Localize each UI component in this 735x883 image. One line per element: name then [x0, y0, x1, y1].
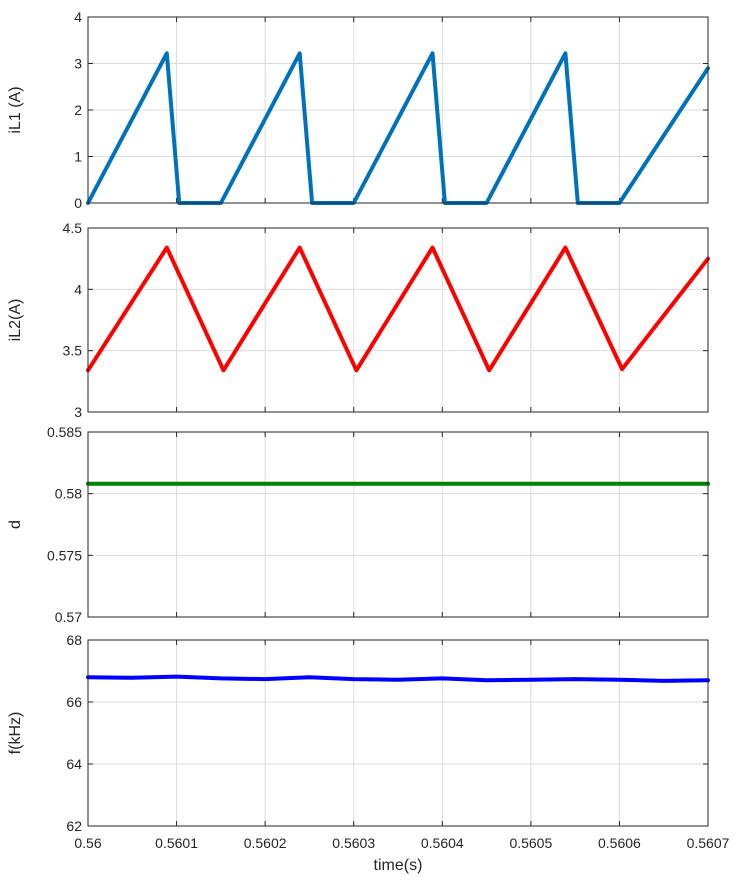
data-point — [175, 675, 179, 679]
y-tick-label: 0.575 — [47, 547, 82, 563]
data-point — [165, 246, 169, 250]
x-tick-label: 0.5605 — [509, 835, 552, 851]
data-point — [352, 482, 356, 486]
panel-2: 3 3.5 4 4.5 iL2(A) — [7, 220, 710, 420]
y-axis-label: d — [7, 520, 24, 529]
y-tick-label: 4 — [74, 9, 82, 25]
data-point — [662, 679, 666, 683]
data-point — [620, 367, 624, 371]
data-point — [617, 482, 621, 486]
data-point — [529, 482, 533, 486]
panel-3: 0.57 0.575 0.58 0.585 d — [7, 424, 710, 625]
data-point — [487, 368, 491, 372]
x-tick-label: 0.5606 — [598, 835, 641, 851]
y-tick-label: 3 — [74, 404, 82, 420]
x-axis-label: time(s) — [374, 857, 423, 874]
y-tick-label: 68 — [66, 632, 82, 648]
data-point — [263, 677, 267, 681]
data-point — [396, 678, 400, 682]
y-axis-label: iL1 (A) — [7, 86, 24, 133]
y-tick-label: 4.5 — [63, 220, 83, 236]
axes-frame — [87, 16, 709, 204]
x-tick-label: 0.5601 — [155, 835, 198, 851]
y-tick-label: 0 — [74, 195, 82, 211]
x-tick-label: 0.5603 — [332, 835, 375, 851]
data-point — [307, 675, 311, 679]
y-tick-label: 2 — [74, 102, 82, 118]
y-tick-label: 0.58 — [55, 486, 82, 502]
data-point — [563, 51, 567, 55]
axes-frame — [87, 431, 709, 618]
x-tick-label: 0.5604 — [421, 835, 464, 851]
plot-area — [88, 228, 708, 412]
series-line-2 — [86, 245, 710, 373]
data-point — [431, 51, 435, 55]
data-point — [298, 51, 302, 55]
data-point — [165, 51, 169, 55]
x-tick-label: 0.5607 — [687, 835, 730, 851]
y-axis-label: iL2(A) — [7, 299, 24, 342]
y-tick-label: 0.57 — [55, 609, 82, 625]
panel-4: 62 64 66 68 f(kHz) 0.56 0.5601 0.5602 0.5603 0.56… — [7, 632, 730, 874]
y-tick-label: 66 — [66, 694, 82, 710]
y-tick-label: 64 — [66, 756, 82, 772]
axes-frame — [87, 227, 709, 413]
data-point — [563, 246, 567, 250]
y-tick-label: 3.5 — [63, 343, 83, 359]
data-point — [352, 677, 356, 681]
y-axis-label: f(kHz) — [7, 712, 24, 755]
x-tick-label: 0.56 — [74, 835, 101, 851]
data-point — [263, 482, 267, 486]
data-point — [440, 482, 444, 486]
plot-area — [88, 640, 708, 826]
x-tick-label: 0.5602 — [244, 835, 287, 851]
data-point — [617, 678, 621, 682]
data-point — [130, 676, 134, 680]
panel-1: 0 1 2 3 4 iL1 (A) — [7, 9, 710, 211]
data-point — [440, 676, 444, 680]
data-point — [222, 368, 226, 372]
y-tick-label: 62 — [66, 818, 82, 834]
y-tick-label: 0.585 — [47, 424, 82, 440]
plot-area — [88, 432, 708, 617]
data-point — [175, 482, 179, 486]
data-point — [485, 678, 489, 682]
data-point — [573, 677, 577, 681]
data-point — [354, 368, 358, 372]
data-point — [431, 246, 435, 250]
axes-frame — [87, 639, 709, 827]
data-point — [219, 676, 223, 680]
y-tick-label: 3 — [74, 56, 82, 72]
data-point — [298, 246, 302, 250]
y-tick-label: 4 — [74, 281, 82, 297]
y-tick-label: 1 — [74, 149, 82, 165]
data-point — [529, 678, 533, 682]
